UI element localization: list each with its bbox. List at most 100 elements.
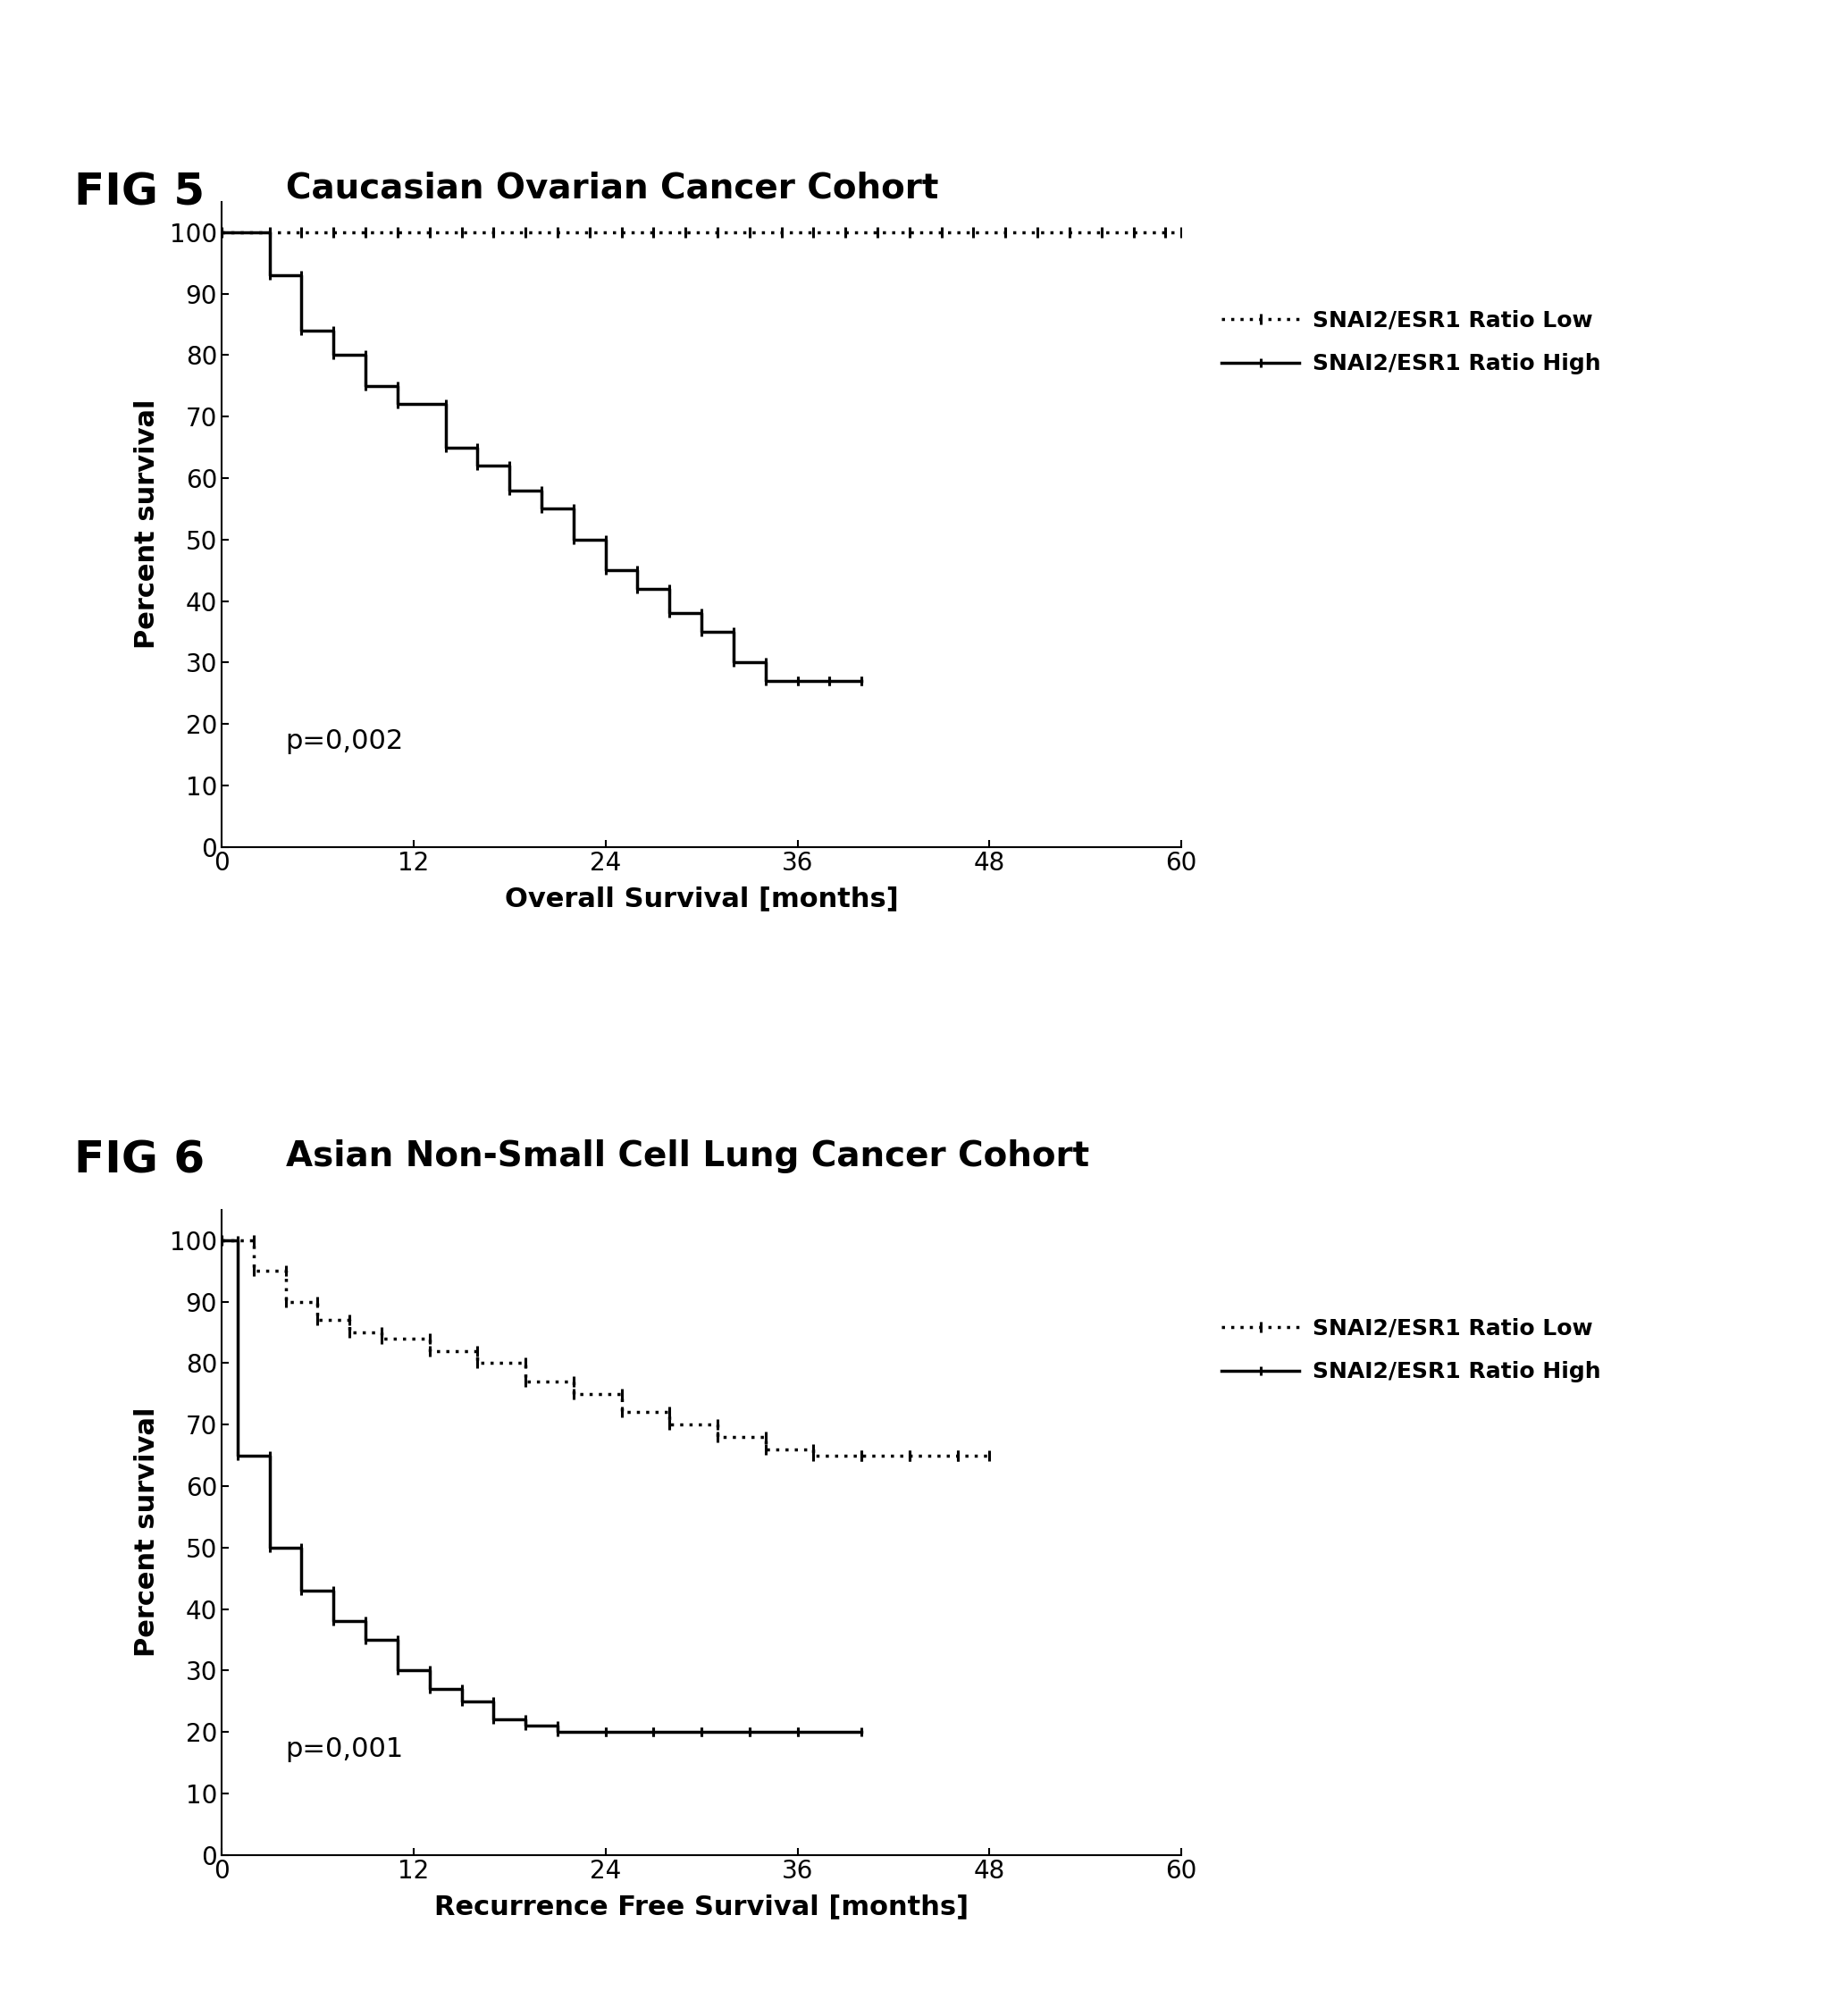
SNAI2/ESR1 Ratio High: [594, 1720, 617, 1744]
SNAI2/ESR1 Ratio Low: [275, 1290, 297, 1314]
Text: FIG 6: FIG 6: [74, 1139, 205, 1181]
SNAI2/ESR1 Ratio High: [786, 1720, 809, 1744]
SNAI2/ESR1 Ratio High: [450, 1689, 473, 1714]
SNAI2/ESR1 Ratio High: [755, 669, 777, 694]
SNAI2/ESR1 Ratio High: [258, 264, 281, 288]
SNAI2/ESR1 Ratio High: [450, 1677, 473, 1702]
SNAI2/ESR1 Ratio Low: [546, 220, 569, 244]
SNAI2/ESR1 Ratio Low: [482, 220, 504, 244]
SNAI2/ESR1 Ratio High: [642, 1720, 665, 1744]
SNAI2/ESR1 Ratio Low: [1170, 220, 1193, 244]
SNAI2/ESR1 Ratio High: [515, 1708, 537, 1732]
SNAI2/ESR1 Ratio Low: [275, 1258, 297, 1282]
SNAI2/ESR1 Ratio High: [386, 393, 408, 417]
SNAI2/ESR1 Ratio Low: [467, 1339, 489, 1363]
SNAI2/ESR1 Ratio High: [227, 1228, 249, 1252]
SNAI2/ESR1 Ratio Low: [851, 1443, 873, 1468]
SNAI2/ESR1 Ratio High: [563, 496, 585, 520]
SNAI2/ESR1 Ratio Low: [707, 1425, 729, 1450]
SNAI2/ESR1 Ratio High: [738, 1720, 761, 1744]
SNAI2/ESR1 Ratio High: [546, 1714, 569, 1738]
SNAI2/ESR1 Ratio High: [690, 1720, 713, 1744]
SNAI2/ESR1 Ratio Low: [611, 1401, 633, 1425]
SNAI2/ESR1 Ratio Low: [803, 220, 825, 244]
Legend: SNAI2/ESR1 Ratio Low, SNAI2/ESR1 Ratio High: SNAI2/ESR1 Ratio Low, SNAI2/ESR1 Ratio H…: [1222, 1318, 1600, 1383]
SNAI2/ESR1 Ratio High: [818, 669, 840, 694]
SNAI2/ESR1 Ratio Low: [306, 1290, 329, 1314]
Y-axis label: Percent survival: Percent survival: [135, 399, 161, 649]
SNAI2/ESR1 Ratio Low: [242, 1258, 264, 1282]
SNAI2/ESR1 Ratio High: [755, 651, 777, 675]
SNAI2/ESR1 Ratio High: [626, 577, 648, 601]
Legend: SNAI2/ESR1 Ratio Low, SNAI2/ESR1 Ratio High: SNAI2/ESR1 Ratio Low, SNAI2/ESR1 Ratio H…: [1222, 310, 1600, 375]
Text: p=0,001: p=0,001: [286, 1736, 404, 1762]
Text: Asian Non-Small Cell Lung Cancer Cohort: Asian Non-Small Cell Lung Cancer Cohort: [286, 1139, 1089, 1173]
SNAI2/ESR1 Ratio High: [354, 373, 377, 397]
SNAI2/ESR1 Ratio High: [738, 1720, 761, 1744]
SNAI2/ESR1 Ratio Low: [674, 220, 696, 244]
SNAI2/ESR1 Ratio Low: [930, 220, 953, 244]
SNAI2/ESR1 Ratio Low: [290, 220, 312, 244]
SNAI2/ESR1 Ratio Low: [803, 1437, 825, 1462]
SNAI2/ESR1 Ratio High: [354, 1627, 377, 1651]
Y-axis label: Percent survival: Percent survival: [135, 1407, 161, 1657]
SNAI2/ESR1 Ratio High: [690, 619, 713, 643]
SNAI2/ESR1 Ratio Low: [1026, 220, 1049, 244]
SNAI2/ESR1 Ratio Low: [659, 1413, 681, 1437]
SNAI2/ESR1 Ratio Low: [659, 1401, 681, 1425]
SNAI2/ESR1 Ratio High: [546, 1720, 569, 1744]
SNAI2/ESR1 Ratio Low: [578, 220, 600, 244]
SNAI2/ESR1 Ratio Low: [978, 1443, 1001, 1468]
SNAI2/ESR1 Ratio High: [851, 669, 873, 694]
SNAI2/ESR1 Ratio Low: [947, 1443, 969, 1468]
SNAI2/ESR1 Ratio High: [290, 1536, 312, 1560]
SNAI2/ESR1 Ratio High: [467, 435, 489, 460]
SNAI2/ESR1 Ratio High: [210, 220, 233, 244]
SNAI2/ESR1 Ratio High: [659, 601, 681, 625]
SNAI2/ESR1 Ratio High: [386, 1627, 408, 1651]
SNAI2/ESR1 Ratio High: [323, 343, 345, 367]
SNAI2/ESR1 Ratio High: [482, 1708, 504, 1732]
SNAI2/ESR1 Ratio High: [515, 1714, 537, 1738]
SNAI2/ESR1 Ratio Low: [899, 1443, 921, 1468]
SNAI2/ESR1 Ratio High: [210, 1228, 233, 1252]
SNAI2/ESR1 Ratio High: [690, 601, 713, 625]
SNAI2/ESR1 Ratio High: [419, 1659, 441, 1683]
SNAI2/ESR1 Ratio High: [434, 393, 456, 417]
SNAI2/ESR1 Ratio High: [851, 669, 873, 694]
SNAI2/ESR1 Ratio Low: [642, 220, 665, 244]
Line: SNAI2/ESR1 Ratio Low: SNAI2/ESR1 Ratio Low: [216, 226, 1187, 238]
SNAI2/ESR1 Ratio Low: [962, 220, 984, 244]
SNAI2/ESR1 Ratio Low: [371, 1327, 393, 1351]
SNAI2/ESR1 Ratio High: [786, 669, 809, 694]
SNAI2/ESR1 Ratio Low: [707, 220, 729, 244]
SNAI2/ESR1 Ratio High: [786, 1720, 809, 1744]
SNAI2/ESR1 Ratio High: [354, 1609, 377, 1633]
SNAI2/ESR1 Ratio Low: [306, 1308, 329, 1333]
SNAI2/ESR1 Ratio Low: [803, 1443, 825, 1468]
SNAI2/ESR1 Ratio High: [626, 558, 648, 583]
SNAI2/ESR1 Ratio Low: [947, 1443, 969, 1468]
SNAI2/ESR1 Ratio High: [386, 373, 408, 397]
SNAI2/ESR1 Ratio Low: [995, 220, 1017, 244]
SNAI2/ESR1 Ratio High: [563, 528, 585, 552]
Text: Caucasian Ovarian Cancer Cohort: Caucasian Ovarian Cancer Cohort: [286, 171, 940, 206]
SNAI2/ESR1 Ratio Low: [1058, 220, 1080, 244]
SNAI2/ESR1 Ratio High: [323, 319, 345, 343]
Text: FIG 5: FIG 5: [74, 171, 205, 214]
Line: SNAI2/ESR1 Ratio Low: SNAI2/ESR1 Ratio Low: [216, 1234, 995, 1462]
SNAI2/ESR1 Ratio Low: [515, 1369, 537, 1393]
SNAI2/ESR1 Ratio Low: [515, 1351, 537, 1375]
SNAI2/ESR1 Ratio Low: [563, 1369, 585, 1393]
SNAI2/ESR1 Ratio High: [594, 558, 617, 583]
SNAI2/ESR1 Ratio Low: [611, 1381, 633, 1405]
SNAI2/ESR1 Ratio Low: [707, 1413, 729, 1437]
Line: SNAI2/ESR1 Ratio High: SNAI2/ESR1 Ratio High: [218, 1236, 866, 1736]
SNAI2/ESR1 Ratio Low: [1154, 220, 1176, 244]
SNAI2/ESR1 Ratio Low: [371, 1320, 393, 1345]
SNAI2/ESR1 Ratio Low: [419, 1339, 441, 1363]
SNAI2/ESR1 Ratio High: [434, 435, 456, 460]
SNAI2/ESR1 Ratio High: [594, 1720, 617, 1744]
SNAI2/ESR1 Ratio Low: [258, 220, 281, 244]
SNAI2/ESR1 Ratio High: [258, 1536, 281, 1560]
